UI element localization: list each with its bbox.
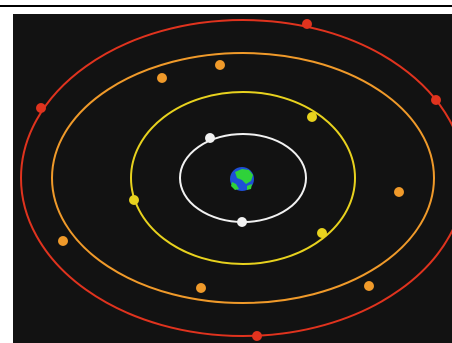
earth-continent [235,169,253,184]
earth-continent [231,182,239,190]
orbit-ring-red [20,19,452,337]
satellite-dot-white [205,133,215,143]
satellite-dot-red [252,331,262,341]
satellite-dot-yellow [129,195,139,205]
satellite-dot-red [36,103,46,113]
earth-globe-icon [230,167,254,191]
satellite-dot-orange [157,73,167,83]
orbit-diagram [13,14,452,343]
satellite-dot-orange [58,236,68,246]
satellite-dot-yellow [317,228,327,238]
orbit-ring-orange [51,52,435,304]
satellite-dot-red [431,95,441,105]
satellite-dot-yellow [307,112,317,122]
orbit-ring-yellow [130,91,356,265]
satellite-dot-orange [364,281,374,291]
orbit-view-panel [13,14,452,343]
satellite-dot-orange [215,60,225,70]
earth-continent [247,184,252,190]
satellite-dot-red [302,19,312,29]
satellite-dot-orange [394,187,404,197]
satellite-dot-white [237,217,247,227]
top-divider [0,5,452,7]
satellite-dot-orange [196,283,206,293]
